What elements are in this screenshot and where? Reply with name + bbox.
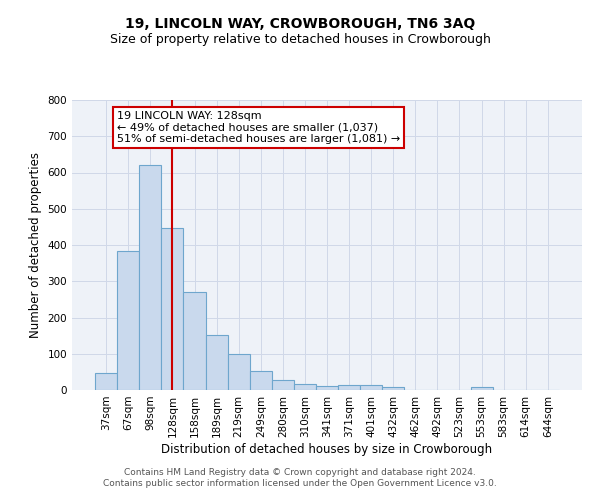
Bar	[294, 384, 316, 390]
Bar	[161, 228, 184, 390]
Bar	[470, 388, 493, 390]
Bar	[250, 371, 272, 390]
Text: Size of property relative to detached houses in Crowborough: Size of property relative to detached ho…	[110, 32, 490, 46]
Bar	[206, 334, 227, 390]
Y-axis label: Number of detached properties: Number of detached properties	[29, 152, 42, 338]
Bar	[338, 386, 360, 390]
Text: 19, LINCOLN WAY, CROWBOROUGH, TN6 3AQ: 19, LINCOLN WAY, CROWBOROUGH, TN6 3AQ	[125, 18, 475, 32]
Bar	[360, 385, 382, 390]
Bar	[227, 354, 250, 390]
Text: 19 LINCOLN WAY: 128sqm
← 49% of detached houses are smaller (1,037)
51% of semi-: 19 LINCOLN WAY: 128sqm ← 49% of detached…	[117, 111, 401, 144]
Bar	[139, 164, 161, 390]
Bar	[117, 251, 139, 390]
Bar	[382, 387, 404, 390]
Bar	[316, 386, 338, 390]
Bar	[184, 292, 206, 390]
Text: Contains HM Land Registry data © Crown copyright and database right 2024.
Contai: Contains HM Land Registry data © Crown c…	[103, 468, 497, 487]
X-axis label: Distribution of detached houses by size in Crowborough: Distribution of detached houses by size …	[161, 442, 493, 456]
Bar	[95, 372, 117, 390]
Bar	[272, 380, 294, 390]
